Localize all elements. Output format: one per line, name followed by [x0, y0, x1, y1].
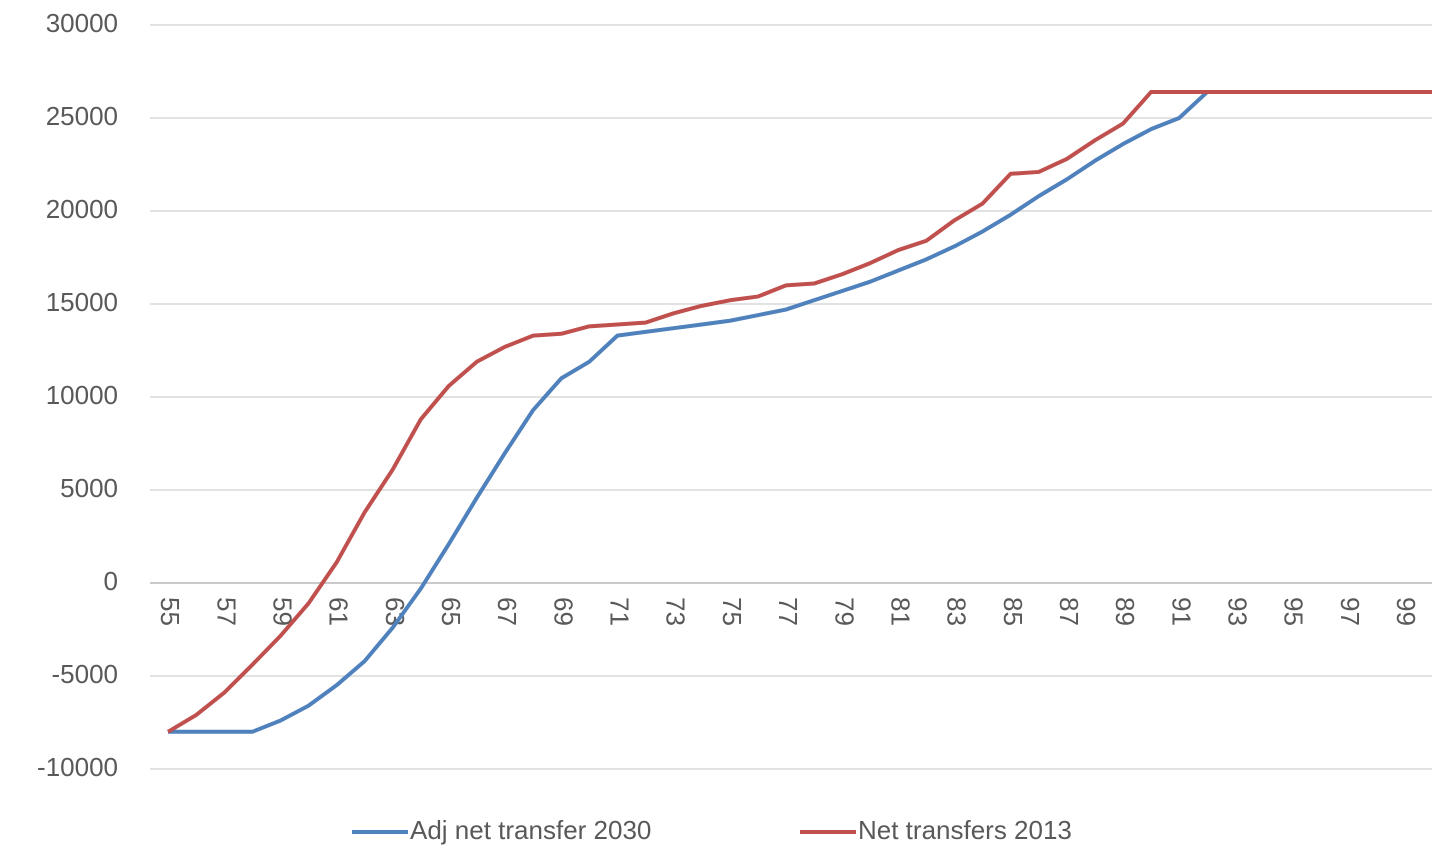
x-tick-label: 65 — [436, 597, 466, 626]
x-tick-label: 87 — [1054, 597, 1084, 626]
x-tick-label: 77 — [773, 597, 803, 626]
y-tick-label: -10000 — [37, 752, 118, 782]
x-tick-label: 81 — [885, 597, 915, 626]
x-tick-label: 61 — [324, 597, 354, 626]
line-series — [166, 89, 1432, 734]
legend-label: Adj net transfer 2030 — [410, 815, 651, 845]
x-tick-label: 73 — [661, 597, 691, 626]
x-tick-label: 55 — [155, 597, 185, 626]
x-tick-label: 91 — [1166, 597, 1196, 626]
x-tick-label: 75 — [717, 597, 747, 626]
y-tick-label: 5000 — [60, 473, 118, 503]
x-tick-label: 99 — [1391, 597, 1421, 626]
x-tick-label: 79 — [829, 597, 859, 626]
line-series — [168, 89, 1432, 734]
x-tick-label: 67 — [492, 597, 522, 626]
y-tick-label: 0 — [104, 566, 118, 596]
y-tick-label: 10000 — [46, 380, 118, 410]
y-tick-label: 15000 — [46, 287, 118, 317]
y-tick-label: -5000 — [52, 659, 119, 689]
x-tick-label: 95 — [1279, 597, 1309, 626]
y-tick-label: 30000 — [46, 8, 118, 38]
x-tick-label: 83 — [942, 597, 972, 626]
x-tick-label: 85 — [998, 597, 1028, 626]
x-tick-label: 97 — [1335, 597, 1365, 626]
y-tick-label: 25000 — [46, 101, 118, 131]
y-tick-label: 20000 — [46, 194, 118, 224]
x-tick-label: 89 — [1110, 597, 1140, 626]
x-tick-label: 57 — [211, 597, 241, 626]
x-tick-label: 71 — [605, 597, 635, 626]
legend-label: Net transfers 2013 — [858, 815, 1072, 845]
x-tick-label: 69 — [548, 597, 578, 626]
x-tick-label: 93 — [1223, 597, 1253, 626]
